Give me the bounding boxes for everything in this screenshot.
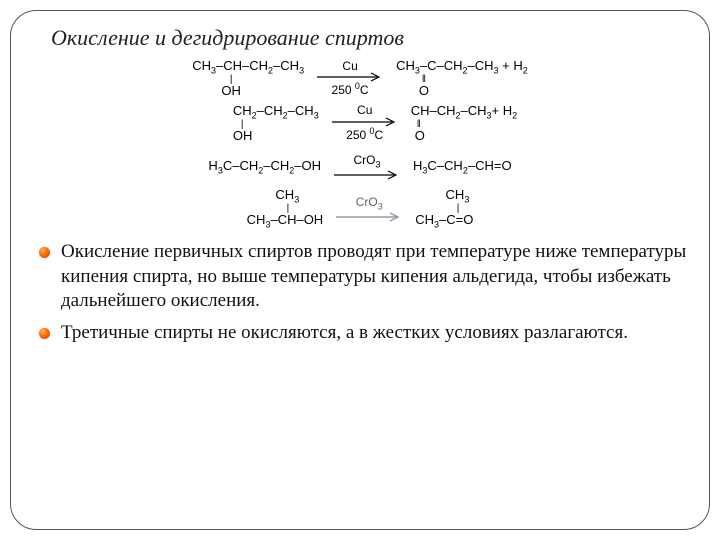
- arrow-icon: [330, 117, 400, 127]
- r1-tail: + H2: [499, 58, 528, 73]
- r1-product: CH3–C–CH2–CH3 + H2 ‖ O: [396, 59, 528, 98]
- r2-cat-bot: 250 0C: [346, 127, 383, 142]
- r2-substrate: CH2–CH2–CH3 | OH: [203, 104, 319, 143]
- r1-left-top: CH3–CH–CH2–CH3: [192, 59, 304, 76]
- arrow-icon: [334, 212, 404, 222]
- reaction-2: CH2–CH2–CH3 | OH Cu 250 0C CH–CH2–CH3+ H…: [203, 104, 517, 143]
- bullet-2: Третичные спирты не окисляются, а в жест…: [33, 321, 687, 345]
- r4-cat-top: CrO3: [356, 196, 383, 212]
- r2-product: CH–CH2–CH3+ H2 ‖ O: [411, 104, 517, 143]
- arrow-icon: [315, 72, 385, 82]
- r1-right-top: CH3–C–CH2–CH3 + H2: [396, 59, 528, 76]
- r2-right-bottom: O: [415, 129, 425, 143]
- r4-arrow: CrO3: [333, 196, 405, 222]
- r4-product: CH3 | CH3–C=O: [415, 188, 473, 230]
- reaction-3: H3C–CH2–CH2–OH CrO3 H3C–CH2–CH=O: [208, 154, 511, 180]
- r2-left-top: CH2–CH2–CH3: [233, 104, 319, 121]
- r2-left-bottom: OH: [233, 129, 253, 143]
- r4-substrate: CH3 | CH3–CH–OH: [247, 188, 324, 230]
- r3-substrate: H3C–CH2–CH2–OH: [208, 159, 321, 176]
- r4-right-main: CH3–C=O: [415, 213, 473, 230]
- bullet-list: Окисление первичных спиртов проводят при…: [33, 240, 687, 345]
- r1-right-bottom: O: [419, 84, 429, 98]
- r1-cat-top: Cu: [342, 60, 357, 73]
- r2-right-top: CH–CH2–CH3+ H2: [411, 104, 517, 121]
- r2-cat-top: Cu: [357, 104, 372, 117]
- r3-arrow: CrO3: [331, 154, 403, 180]
- r1-arrow: Cu 250 0C: [314, 60, 386, 97]
- r1-left-bottom: OH: [221, 84, 241, 98]
- r2-tail: + H2: [492, 103, 518, 118]
- reactions-block: CH3–CH–CH2–CH3 | OH Cu 250 0C CH3–C–CH2–…: [33, 59, 687, 230]
- slide-frame: Окисление и дегидрирование спиртов CH3–C…: [10, 10, 710, 530]
- slide-title: Окисление и дегидрирование спиртов: [51, 25, 687, 51]
- r1-substrate: CH3–CH–CH2–CH3 | OH: [192, 59, 304, 98]
- arrow-icon: [332, 170, 402, 180]
- r1-cat-bot: 250 0C: [332, 82, 369, 97]
- r4-left-main: CH3–CH–OH: [247, 213, 324, 230]
- bullet-1: Окисление первичных спиртов проводят при…: [33, 240, 687, 313]
- r3-cat-top: CrO3: [354, 154, 381, 170]
- r3-product: H3C–CH2–CH=O: [413, 159, 512, 176]
- reaction-4: CH3 | CH3–CH–OH CrO3 CH3 | CH3–C=O: [247, 188, 474, 230]
- r2-arrow: Cu 250 0C: [329, 104, 401, 141]
- reaction-1: CH3–CH–CH2–CH3 | OH Cu 250 0C CH3–C–CH2–…: [192, 59, 528, 98]
